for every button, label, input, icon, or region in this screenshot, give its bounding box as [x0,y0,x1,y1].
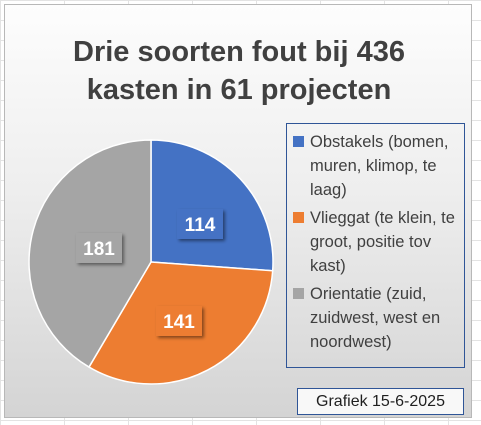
legend-item-orientatie[interactable]: Orientatie (zuid, zuidwest, west en noor… [293,282,460,354]
data-label-obstakels: 114 [177,209,223,239]
chart-title: Drie soorten fout bij 436 kasten in 61 p… [5,33,473,109]
chart-legend[interactable]: Obstakels (bomen, muren, klimop, te laag… [286,123,465,368]
legend-swatch-orientatie [293,288,304,299]
data-label-box-vlieggat [156,306,202,336]
chart-date-note: Grafiek 15-6-2025 [297,388,464,415]
legend-item-vlieggat[interactable]: Vlieggat (te klein, te groot, positie to… [293,206,460,278]
data-label-box-obstakels [177,209,223,239]
legend-label-vlieggat: Vlieggat (te klein, te groot, positie to… [310,209,455,275]
data-label-text-obstakels: 114 [185,215,216,236]
data-label-text-orientatie: 181 [83,239,115,260]
legend-label-obstakels: Obstakels (bomen, muren, klimop, te laag… [310,133,449,199]
chart-title-line-1: Drie soorten fout bij 436 [73,36,405,68]
legend-label-orientatie: Orientatie (zuid, zuidwest, west en noor… [310,285,441,351]
legend-swatch-vlieggat [293,212,304,223]
legend-item-obstakels[interactable]: Obstakels (bomen, muren, klimop, te laag… [293,130,460,202]
data-label-text-vlieggat: 141 [163,312,195,333]
data-label-orientatie: 181 [76,233,122,263]
pie-slice-obstakels[interactable] [150,139,274,272]
data-label-vlieggat: 141 [156,306,202,336]
pie-plot-area[interactable]: 114 141 181 [5,5,473,419]
chart-area[interactable]: Drie soorten fout bij 436 kasten in 61 p… [4,4,472,418]
legend-swatch-obstakels [293,136,304,147]
chart-title-line-2: kasten in 61 projecten [86,74,392,106]
data-label-box-orientatie [76,233,122,263]
